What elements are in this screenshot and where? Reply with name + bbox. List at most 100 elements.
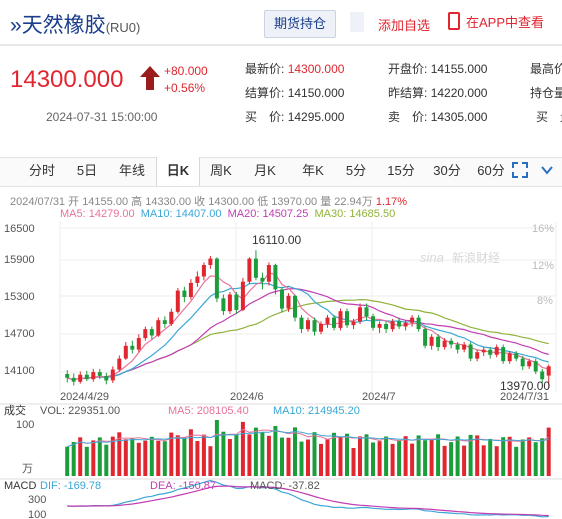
quote-field-bidvol: 买 量	[536, 108, 562, 125]
volume-bar	[449, 442, 454, 476]
candle-body	[449, 340, 454, 345]
volume-bar	[280, 437, 284, 476]
volume-bar	[234, 434, 239, 476]
volume-bar	[123, 439, 128, 476]
fullscreen-icon[interactable]	[512, 162, 528, 178]
kline-chart[interactable]: sina 新浪财经 16500 15900 15300 14700 14100 …	[0, 188, 562, 519]
volume-bar	[416, 435, 421, 476]
candle-body	[338, 311, 343, 328]
candle-body	[527, 361, 532, 367]
view-in-app-link[interactable]: 在APP中查看	[448, 12, 544, 31]
volume-bar	[156, 440, 161, 476]
price-tick: 15300	[4, 291, 35, 303]
candle-body	[540, 371, 545, 380]
volume-bar	[143, 440, 148, 476]
volume-bar	[104, 444, 109, 476]
candle-body	[520, 358, 525, 367]
ma5-line	[67, 272, 549, 381]
pct-tick: 12%	[532, 260, 554, 272]
candle-body	[429, 336, 434, 346]
volume-unit: 万	[22, 463, 33, 475]
candle-body	[234, 294, 239, 310]
volume-bar	[240, 421, 245, 476]
volume-bar	[403, 436, 408, 476]
volume-bar	[475, 435, 480, 476]
volume-bar	[364, 434, 369, 476]
candle-body	[266, 265, 271, 282]
volume-bar	[546, 427, 551, 476]
info-open-label: 开	[68, 196, 80, 208]
tab-30min[interactable]: 30分	[433, 163, 461, 178]
ma5-value: MA5: 14279.00	[60, 208, 135, 220]
volume-ma10-line	[67, 429, 549, 448]
candle-body	[240, 281, 245, 310]
candle-body	[533, 361, 538, 372]
candle-body	[143, 329, 148, 339]
candle-body	[169, 311, 174, 324]
change-value: +80.000	[164, 64, 208, 78]
volume-bar	[293, 427, 297, 476]
volume-bar	[78, 437, 83, 476]
pct-tick: 8%	[537, 295, 553, 307]
last-price: 14300.000	[10, 66, 124, 93]
field-value: 14155.000	[430, 62, 488, 76]
candle-body	[462, 344, 467, 350]
volume-bar	[84, 446, 89, 476]
macd-tick: 300	[28, 494, 46, 506]
volume-bar	[312, 432, 317, 476]
tab-60min[interactable]: 60分	[477, 163, 505, 178]
pct-tick: 16%	[532, 223, 554, 235]
volume-bar	[501, 437, 506, 476]
volume-bar	[540, 438, 545, 476]
candle-body	[494, 347, 499, 355]
volume-bar	[266, 435, 271, 476]
ohlc-info-bar: 2024/07/31 开 14155.00 高 14330.00 收 14300…	[10, 193, 407, 209]
macd-dea-line	[67, 485, 549, 517]
tab-5min[interactable]: 5分	[345, 163, 367, 178]
quote-field-high: 最高价	[530, 60, 562, 77]
tab-weekly-k[interactable]: 周K	[210, 163, 232, 178]
volume-bar	[338, 436, 343, 476]
volume-bar	[429, 439, 434, 476]
volume-bar	[247, 434, 252, 476]
tab-daily-k[interactable]: 日K	[156, 157, 200, 186]
volume-ma5: MA5: 208105.40	[168, 405, 249, 417]
tab-yearly-k[interactable]: 年K	[302, 163, 324, 178]
field-value: 14295.000	[287, 110, 345, 124]
candle-body	[299, 317, 304, 330]
candle-body	[104, 376, 109, 381]
volume-bar	[377, 441, 382, 476]
candle-body	[397, 321, 402, 327]
info-open: 14155.00	[82, 196, 129, 208]
futures-holdings-button[interactable]: 期货持仓	[264, 10, 336, 38]
quote-field-settle: 结算价: 14150.000	[245, 84, 344, 101]
volume-bar	[514, 446, 519, 476]
field-label: 最新价:	[245, 62, 285, 76]
tab-intraday[interactable]: 分时	[28, 163, 55, 178]
tab-15min[interactable]: 15分	[387, 163, 415, 178]
ma10-line	[67, 282, 549, 381]
candle-body	[351, 321, 356, 326]
watermark: sina 新浪财经	[420, 250, 500, 265]
volume-bar	[423, 440, 428, 476]
candle-body	[188, 282, 193, 297]
candle-body	[423, 329, 428, 346]
candle-body	[546, 366, 551, 376]
price-tick: 16500	[4, 223, 35, 235]
candle-body	[358, 307, 362, 322]
tab-monthly-k[interactable]: 月K	[254, 163, 276, 178]
up-arrow-icon	[140, 66, 160, 90]
volume-bar	[488, 438, 493, 476]
chevron-down-icon[interactable]	[540, 162, 554, 178]
tab-5day[interactable]: 5日	[76, 163, 98, 178]
candle-body	[325, 317, 330, 324]
candle-body	[319, 324, 323, 332]
min-price-label: 13970.00	[500, 379, 550, 393]
ma20-line	[67, 287, 549, 381]
add-favorite-icon[interactable]	[350, 12, 364, 32]
candle-body	[175, 290, 180, 312]
quote-field-ask: 卖 价: 14305.000	[388, 108, 487, 125]
add-favorite-link[interactable]: 添加自选	[378, 18, 431, 33]
tab-year-line[interactable]: 年线	[118, 163, 145, 178]
phone-icon	[448, 12, 460, 30]
